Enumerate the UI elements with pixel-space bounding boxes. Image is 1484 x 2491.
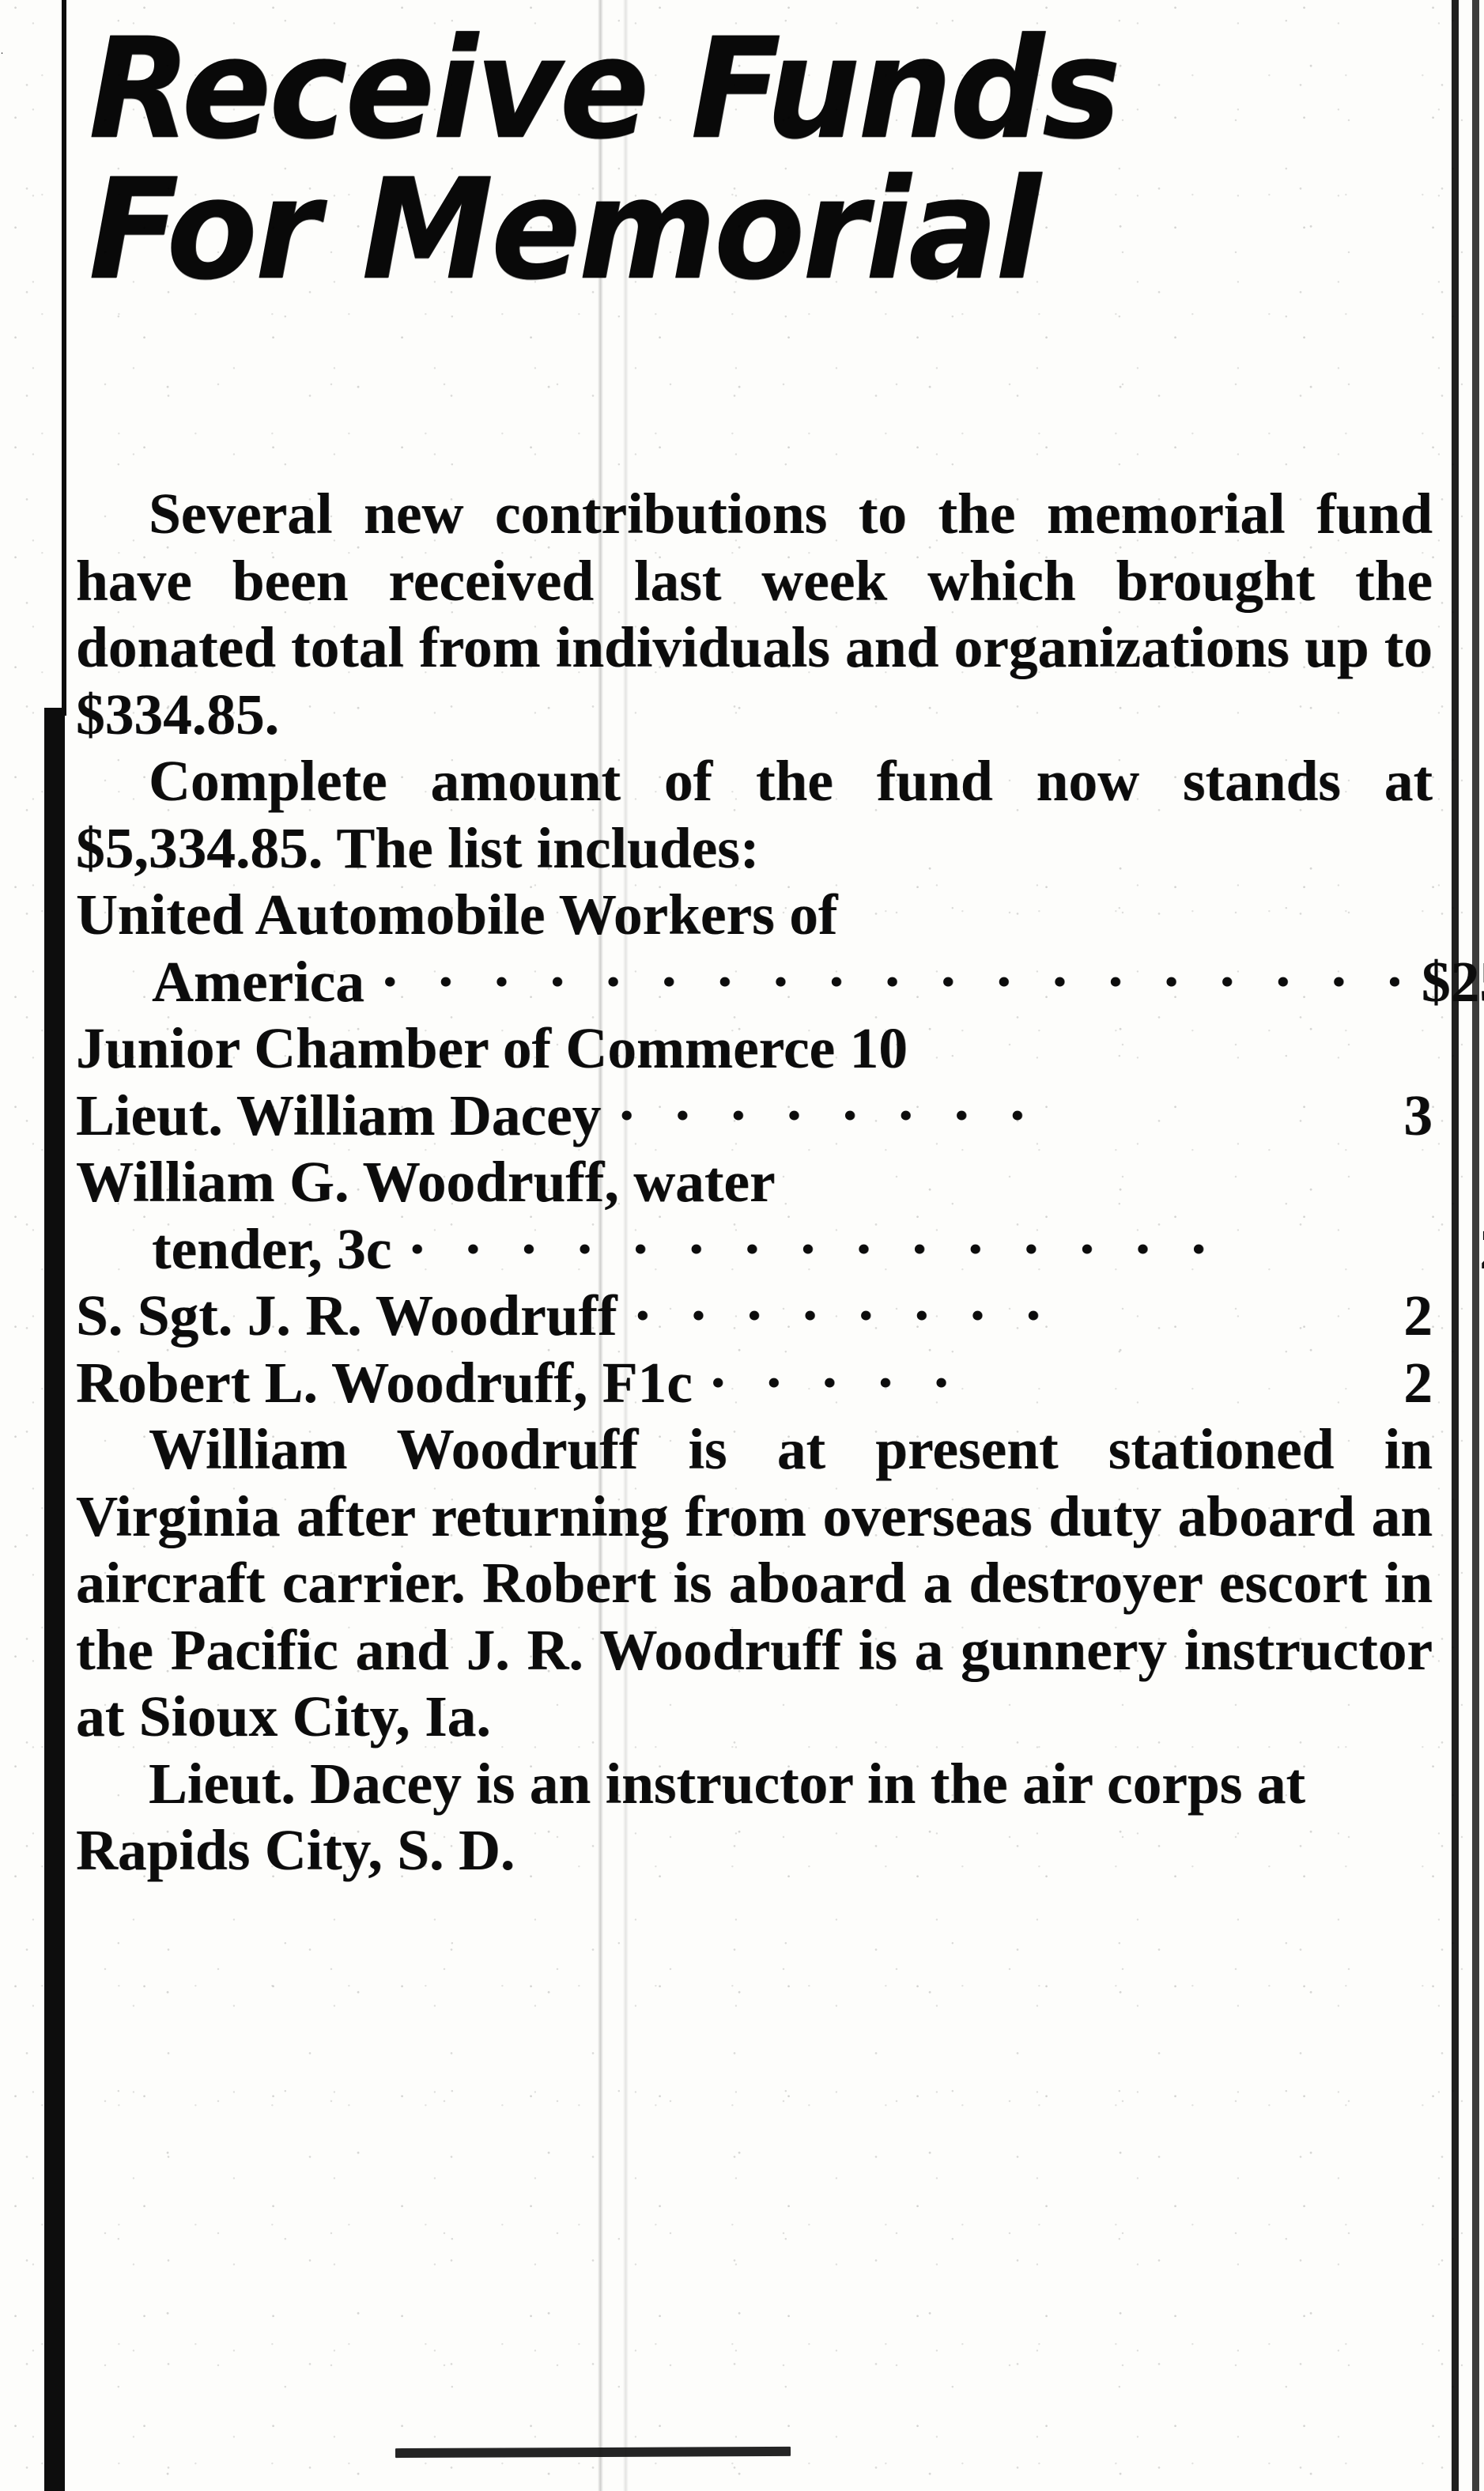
donation-name-line: United Automobile Workers of: [76, 883, 838, 947]
gutter-fragment: .: [2, 455, 43, 492]
dot-leader: · · · · · · · ·: [617, 1083, 1038, 1147]
column-rule-right-outer: [1472, 0, 1479, 2491]
gutter-fragment: d: [2, 24, 43, 60]
headline-line-2: For Memorial: [89, 149, 1040, 311]
headline-line-1: Receive Funds: [89, 8, 1121, 170]
headline: Receive Funds For Memorial: [89, 19, 1433, 301]
donation-row: Lieut. William Dacey · · · · · · · · 3: [76, 1083, 1433, 1150]
column-rule-left-thin: [62, 0, 66, 716]
donation-name: Robert L. Woodruff, F1c: [76, 1350, 693, 1415]
dot-leader: · · · · · · · · · · · · · · ·: [407, 1216, 1220, 1281]
column-rule-left-thick: [44, 708, 65, 2491]
gutter-fragment: r: [2, 408, 43, 444]
donation-row: S. Sgt. J. R. Woodruff · · · · · · · · 2: [76, 1283, 1433, 1350]
end-of-story-dash: [395, 2446, 791, 2459]
gutter-fragment: e: [2, 133, 43, 169]
donation-row: Junior Chamber of Commerce 10: [76, 1015, 1433, 1083]
gutter-fragment: -: [2, 304, 43, 340]
donation-amount-line: Lieut. William Dacey · · · · · · · · 3: [76, 1083, 1433, 1150]
gutter-fragment: -: [2, 195, 43, 231]
donation-row: Robert L. Woodruff, F1c · · · · · 2: [76, 1350, 1433, 1417]
donation-amount-line: tender, 3c· · · · · · · · · · · · · · · 2: [76, 1216, 1484, 1283]
donation-row: William G. Woodruff, water tender, 3c · · …: [76, 1149, 1484, 1283]
dot-leader: · · · · · · · ·: [632, 1283, 1055, 1348]
donation-amount-line: America · · · · · · · · · · · · · · · · ·…: [76, 949, 1484, 1016]
donation-amount: $25: [1421, 949, 1484, 1014]
paragraph-total: Complete amount of the fund now stands a…: [76, 749, 1433, 880]
donation-name-continued: tender, 3c: [152, 1216, 392, 1281]
donation-amount: 2: [1403, 1350, 1433, 1415]
donation-name-with-amount: Junior Chamber of Commerce 10: [76, 1016, 908, 1080]
donation-amount-line: Robert L. Woodruff, F1c · · · · · 2: [76, 1350, 1433, 1417]
paragraph-dacey: Lieut. Dacey is an instructor in the air…: [76, 1751, 1305, 1883]
donation-amount-line: S. Sgt. J. R. Woodruff · · · · · · · · 2: [76, 1283, 1433, 1350]
paragraph-woodruff: William Woodruff is at present stationed…: [76, 1417, 1433, 1748]
donation-name-line: William G. Woodruff, water: [76, 1150, 776, 1214]
gutter-fragment: a: [2, 77, 43, 114]
dot-leader: · · · · · · · · · · · · · · · · · · · · …: [379, 949, 1399, 1014]
donation-row: United Automobile Workers of America · · ·…: [76, 882, 1484, 1015]
donation-amount: 2: [1403, 1283, 1433, 1348]
donation-name: Lieut. William Dacey: [76, 1083, 602, 1147]
donation-name-continued: America: [152, 949, 364, 1014]
article-body: Several new contributions to the memoria…: [76, 481, 1484, 1884]
donation-amount: 3: [1403, 1083, 1433, 1147]
gutter-fragment: e: [2, 351, 43, 387]
dot-leader: · · · · ·: [708, 1350, 962, 1415]
column-rule-right-inner: [1452, 0, 1459, 2491]
donation-amount: 2: [1461, 1216, 1484, 1283]
donation-list: United Automobile Workers of America · · ·…: [76, 882, 1484, 1417]
paragraph-intro: Several new contributions to the memoria…: [76, 482, 1433, 747]
gutter-fragment: -: [2, 663, 43, 699]
donation-name: S. Sgt. J. R. Woodruff: [76, 1283, 617, 1348]
